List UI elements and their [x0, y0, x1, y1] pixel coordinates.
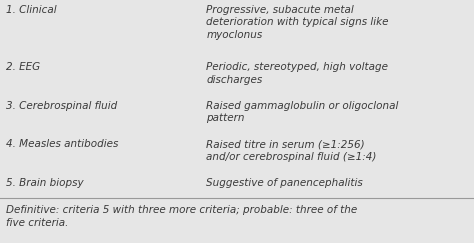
Text: 5. Brain biopsy: 5. Brain biopsy	[6, 178, 83, 188]
Text: 4. Measles antibodies: 4. Measles antibodies	[6, 139, 118, 149]
Text: Periodic, stereotyped, high voltage
discharges: Periodic, stereotyped, high voltage disc…	[206, 62, 388, 85]
Text: 1. Clinical: 1. Clinical	[6, 5, 56, 15]
Text: Raised titre in serum (≥1:256)
and/or cerebrospinal fluid (≥1:4): Raised titre in serum (≥1:256) and/or ce…	[206, 139, 376, 162]
Text: Progressive, subacute metal
deterioration with typical signs like
myoclonus: Progressive, subacute metal deterioratio…	[206, 5, 389, 40]
Text: 2. EEG: 2. EEG	[6, 62, 40, 72]
Text: 3. Cerebrospinal fluid: 3. Cerebrospinal fluid	[6, 101, 117, 111]
Text: Suggestive of panencephalitis: Suggestive of panencephalitis	[206, 178, 363, 188]
Text: Definitive: criteria 5 with three more criteria; probable: three of the
five cri: Definitive: criteria 5 with three more c…	[6, 205, 357, 228]
Text: Raised gammaglobulin or oligoclonal
pattern: Raised gammaglobulin or oligoclonal patt…	[206, 101, 399, 123]
